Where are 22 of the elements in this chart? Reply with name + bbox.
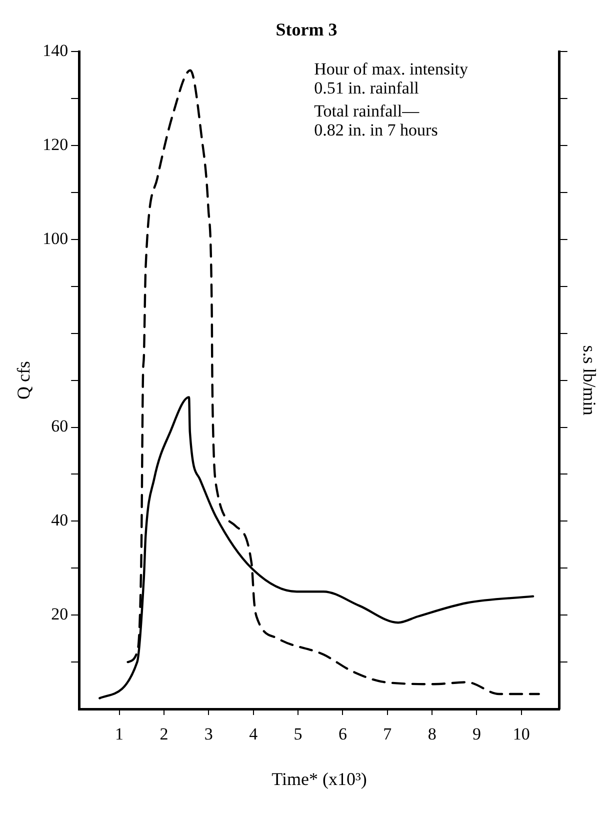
x-tick-label: 4 [249, 724, 258, 744]
x-tick-label: 3 [204, 724, 213, 744]
chart-title: Storm 3 [276, 19, 338, 40]
x-tick-label: 5 [294, 724, 302, 744]
x-tick-label: 7 [383, 724, 392, 744]
y2-axis-title: s.s lb/min [579, 345, 600, 416]
y-tick-label: 40 [51, 510, 68, 530]
annotation: Total rainfall— 0.82 in. in 7 hours [314, 102, 438, 140]
x-axis-title: Time* (x10³) [272, 768, 367, 789]
x-tick-label: 8 [428, 724, 436, 744]
y-tick-label: 100 [42, 228, 68, 248]
y-tick-label: 120 [42, 134, 68, 154]
y-tick-label: 20 [51, 604, 68, 624]
x-tick-label: 2 [160, 724, 168, 744]
y-tick-label: 140 [42, 41, 68, 60]
annotation: Hour of max. intensity 0.51 in. rainfall [314, 60, 469, 98]
y-tick-label: 60 [51, 416, 68, 436]
x-tick-label: 9 [472, 724, 481, 744]
x-tick-label: 10 [512, 724, 530, 744]
x-tick-label: 6 [338, 724, 347, 744]
y-axis-title: Q cfs [14, 361, 34, 400]
x-tick-label: 1 [115, 724, 124, 744]
